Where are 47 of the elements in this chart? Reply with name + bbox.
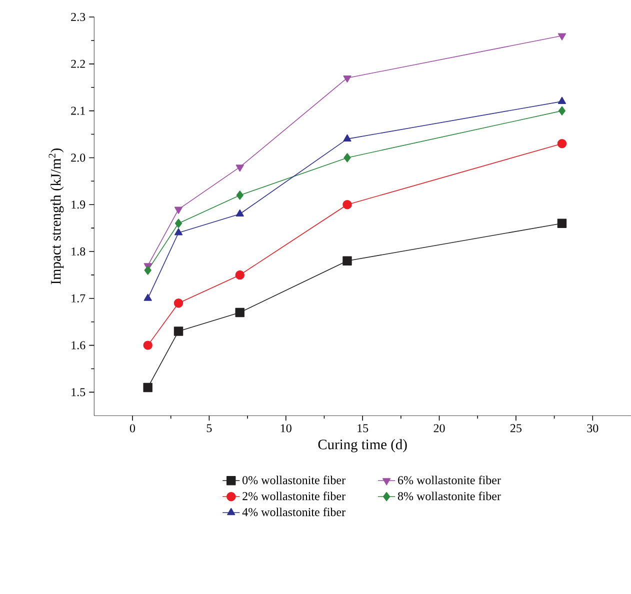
point — [143, 340, 152, 350]
y-tick-label: 2.2 — [71, 60, 85, 68]
x-axis-title: Curing time (d) — [318, 439, 407, 452]
x-tick-label: 15 — [358, 424, 368, 432]
point — [343, 76, 352, 83]
point — [143, 382, 152, 392]
point — [174, 326, 184, 336]
point — [174, 298, 184, 308]
point — [342, 256, 352, 266]
x-tick-label: 5 — [206, 424, 212, 432]
x-tick-label: 30 — [587, 424, 598, 432]
point — [342, 200, 352, 210]
x-tick-label: 0 — [130, 424, 136, 432]
x-tick-label: 25 — [510, 424, 522, 432]
point — [558, 96, 566, 104]
y-axis-title: Impact strength (kJ/m$^{2}$) — [48, 148, 64, 284]
point — [236, 164, 244, 172]
point — [557, 139, 567, 148]
point — [236, 209, 244, 217]
point — [235, 308, 244, 318]
legend-label: 4% wollastonite fiber — [242, 508, 346, 516]
x-tick-label: 20 — [434, 424, 445, 432]
point — [558, 106, 566, 116]
y-tick-label: 2.1 — [71, 106, 85, 115]
point — [236, 190, 244, 200]
point — [235, 270, 244, 280]
point — [144, 266, 152, 275]
y-tick-label: 1.8 — [72, 247, 86, 256]
point — [174, 218, 182, 228]
legend-label: 8% wollastonite fiber — [398, 492, 501, 500]
y-tick-label: 1.9 — [72, 200, 86, 209]
point — [174, 228, 183, 236]
point — [174, 206, 183, 214]
point — [343, 134, 352, 142]
point — [557, 218, 567, 228]
y-tick-label: 1.6 — [72, 341, 86, 350]
legend-label: 0% wollastonite fiber — [242, 476, 346, 484]
legend-label: 2% wollastonite fiber — [242, 492, 346, 500]
legend-label: 6% wollastonite fiber — [398, 476, 501, 484]
point — [344, 153, 351, 162]
x-tick-label: 10 — [280, 424, 292, 432]
y-tick-label: 2.3 — [71, 12, 86, 22]
y-tick-label: 1.5 — [72, 388, 86, 396]
y-tick-label: 2.0 — [71, 154, 86, 162]
y-tick-label: 1.7 — [72, 294, 86, 302]
point — [144, 294, 152, 301]
point — [558, 33, 566, 40]
